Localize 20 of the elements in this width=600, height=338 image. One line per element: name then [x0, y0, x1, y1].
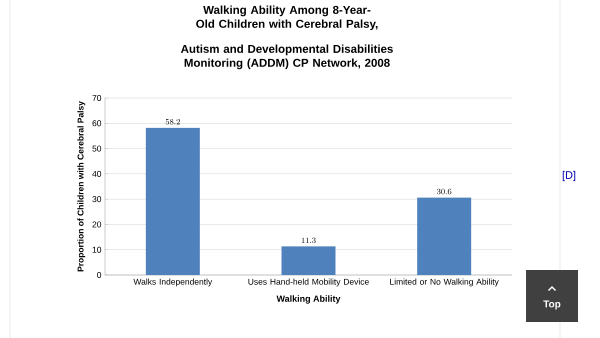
text: [D]: [562, 170, 576, 182]
y-tick-label: 10: [92, 246, 102, 253]
x-axis-title: Walking Ability: [276, 295, 340, 304]
bar: [282, 246, 336, 275]
y-tick-label: 0: [97, 272, 102, 278]
bar: [417, 198, 472, 275]
y-tick-label: 40: [92, 170, 102, 177]
y-tick-label: 60: [92, 120, 102, 126]
y-tick-label: 50: [92, 146, 102, 152]
x-tick-label: Limited or No Walking Ability: [390, 278, 499, 286]
x-tick-label: Walks Independently: [133, 278, 212, 286]
chart-subtitle: Autism and Developmental Disabilities Monitoring (ADDM) CP Network, 2008: [180, 44, 393, 70]
y-tick-label: 20: [92, 221, 102, 228]
x-tick-label: Uses Hand-held Mobility Device: [248, 278, 369, 286]
y-tick-label: 70: [92, 95, 102, 101]
y-tick-label: 30: [92, 196, 102, 202]
y-axis-title: Proportion of Children with Cerebral Palsy: [77, 101, 86, 272]
text: Top: [543, 300, 560, 310]
bar: [146, 128, 200, 275]
chart-title: Walking Ability Among 8-Year-Old Children with Cerebral Palsy,: [196, 6, 378, 30]
